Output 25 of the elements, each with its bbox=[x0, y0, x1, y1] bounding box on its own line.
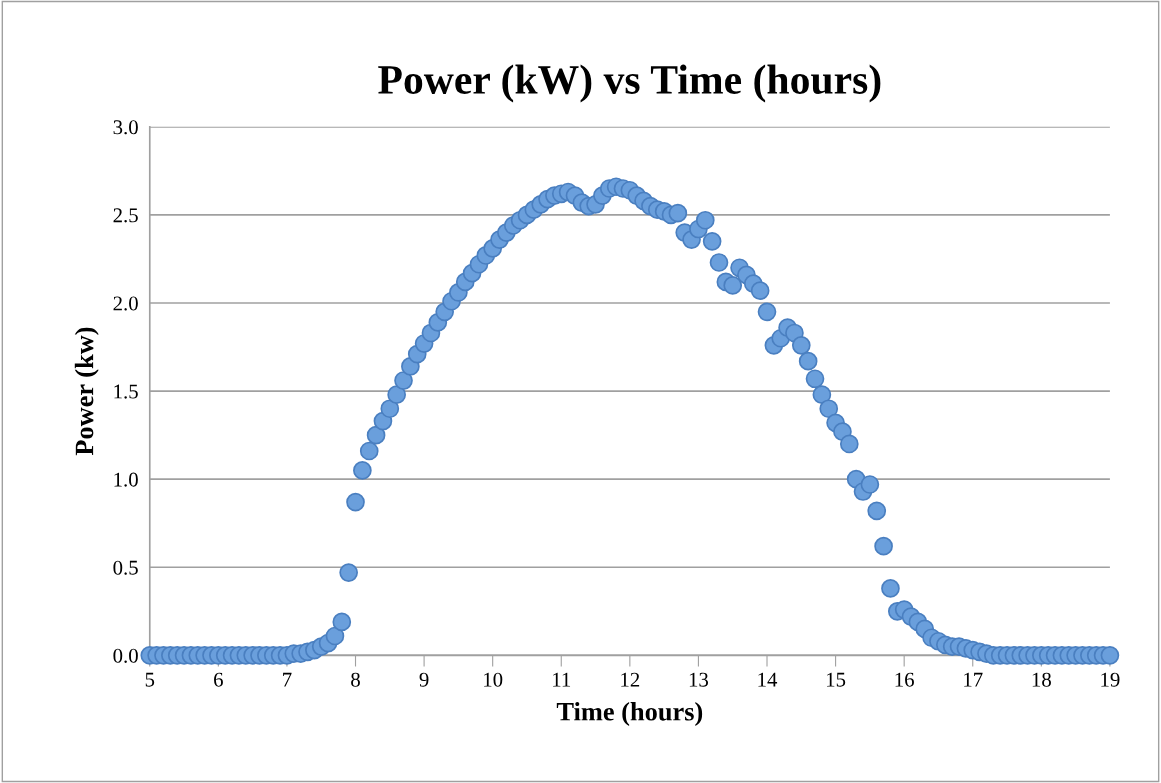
x-tick-label: 14 bbox=[758, 672, 778, 687]
y-tick-label: 3.0 bbox=[113, 120, 138, 135]
x-tick-label: 5 bbox=[145, 672, 155, 687]
x-tick-label: 12 bbox=[621, 672, 640, 687]
y-tick-label: 0.0 bbox=[113, 648, 138, 663]
x-tick-label: 18 bbox=[1032, 672, 1051, 687]
y-axis-title: Power (kw) bbox=[74, 327, 99, 456]
x-tick-label: 15 bbox=[827, 672, 846, 687]
y-tick-label: 2.5 bbox=[113, 208, 138, 223]
x-tick-label: 16 bbox=[895, 672, 914, 687]
y-tick-label: 1.5 bbox=[114, 384, 138, 399]
x-tick-label: 13 bbox=[689, 672, 709, 687]
x-tick-label: 19 bbox=[1101, 672, 1120, 687]
y-tick-label: 1.0 bbox=[114, 472, 138, 487]
x-tick-label: 9 bbox=[419, 672, 429, 687]
x-tick-label: 7 bbox=[283, 672, 292, 687]
x-tick-label: 10 bbox=[484, 672, 503, 687]
x-tick-label: 8 bbox=[351, 672, 360, 687]
x-tick-label: 17 bbox=[964, 672, 983, 687]
y-tick-label: 0.5 bbox=[113, 560, 138, 575]
x-tick-label: 11 bbox=[553, 672, 571, 687]
x-axis-title: Time (hours) bbox=[556, 702, 703, 726]
x-tick-label: 6 bbox=[214, 672, 223, 687]
y-tick-label: 2.0 bbox=[113, 296, 138, 311]
chart-title: Power (kW) vs Time (hours) bbox=[378, 64, 881, 103]
